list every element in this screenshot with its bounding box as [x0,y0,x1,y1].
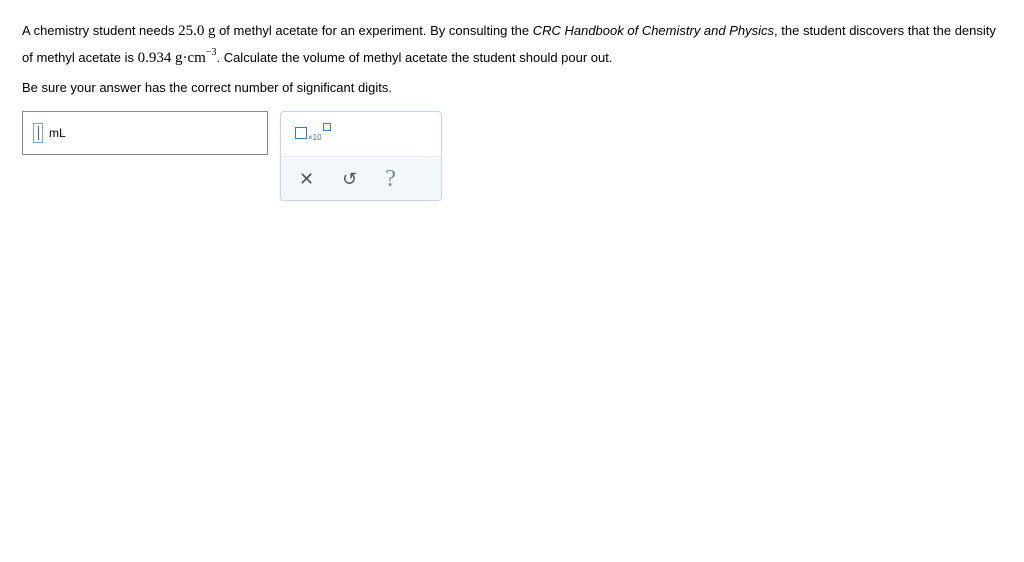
density-unit-base: g·cm [175,50,206,66]
q-sigfig-note: Be sure your answer has the correct numb… [22,80,392,95]
density-unit-exp: −3 [206,47,217,58]
sci-sub-label: ×10 [308,131,322,145]
answer-unit: mL [49,123,66,145]
tool-panel: ×10 ✕ ↺ ? [280,111,442,201]
answer-input-box[interactable]: mL [22,111,268,155]
square-icon [323,123,331,131]
tool-panel-bottom: ✕ ↺ ? [281,156,441,200]
answer-row: mL ×10 ✕ ↺ ? [22,111,1002,201]
help-button[interactable]: ? [385,167,396,191]
density-value: 0.934 [138,50,172,66]
sci-notation-button[interactable]: ×10 [295,127,331,141]
answer-cursor[interactable] [33,123,43,143]
mass-value: 25.0 [178,23,204,39]
q-part: of methyl acetate for an experiment. By … [215,23,532,38]
clear-button[interactable]: ✕ [299,170,314,188]
question-text: A chemistry student needs 25.0 g of meth… [22,18,1002,99]
square-icon [295,127,307,139]
tool-panel-top: ×10 [281,112,441,156]
q-part: A chemistry student needs [22,23,178,38]
density-unit: g·cm−3 [175,50,216,66]
reference-title: CRC Handbook of Chemistry and Physics [533,23,774,38]
q-part: . Calculate the volume of methyl acetate… [216,50,612,65]
reset-button[interactable]: ↺ [342,170,357,188]
